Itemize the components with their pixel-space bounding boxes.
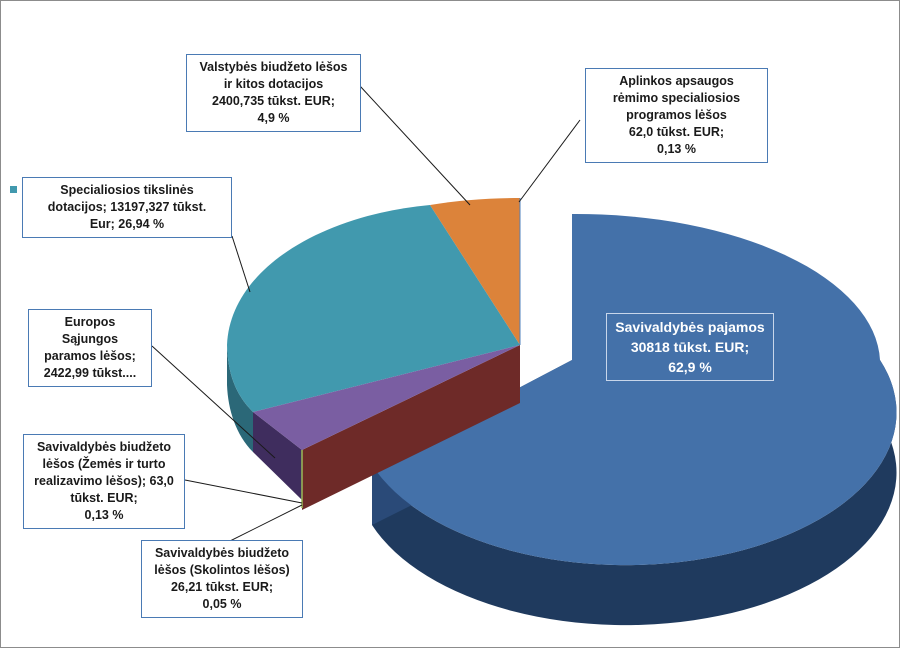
slice-savivaldybes-pajamos-side <box>372 360 897 626</box>
label-skolintos: Savivaldybės biudžeto lėšos (Skolintos l… <box>141 540 303 618</box>
slice-skolintos-cut <box>302 345 520 510</box>
slice-savivaldybes-pajamos <box>372 213 897 626</box>
leader-esparama <box>151 345 276 459</box>
label-zemes: Savivaldybės biudžeto lėšos (Žemės ir tu… <box>23 434 185 529</box>
label-esparama: Europos Sąjungos paramos lėšos; 2422,99 … <box>28 309 152 387</box>
label-aplinkos: Aplinkos apsaugos rėmimo specialiosios p… <box>585 68 768 163</box>
pie-tops <box>227 198 521 508</box>
slice-savivaldybes-pajamos-top <box>372 213 897 566</box>
label-savivaldybes-pajamos: Savivaldybės pajamos 30818 tūkst. EUR; 6… <box>606 313 774 381</box>
slice-esparama-top <box>253 345 520 450</box>
label-valstybes: Valstybės biudžeto lėšos ir kitos dotaci… <box>186 54 361 132</box>
pie-side-walls <box>227 345 520 510</box>
slice-specialiosios-side <box>227 345 253 452</box>
leader-valstybes <box>359 85 471 206</box>
slice-valstybes-top <box>430 198 520 345</box>
legend-key-specialiosios <box>10 186 17 193</box>
slice-specialiosios-top <box>227 205 520 412</box>
leader-zemes <box>184 479 303 504</box>
label-specialiosios: Specialiosios tikslinės dotacijos; 13197… <box>22 177 232 238</box>
leader-specialiosios <box>231 235 251 293</box>
slice-esparama-side <box>253 412 302 500</box>
leader-aplinkos <box>518 119 581 203</box>
